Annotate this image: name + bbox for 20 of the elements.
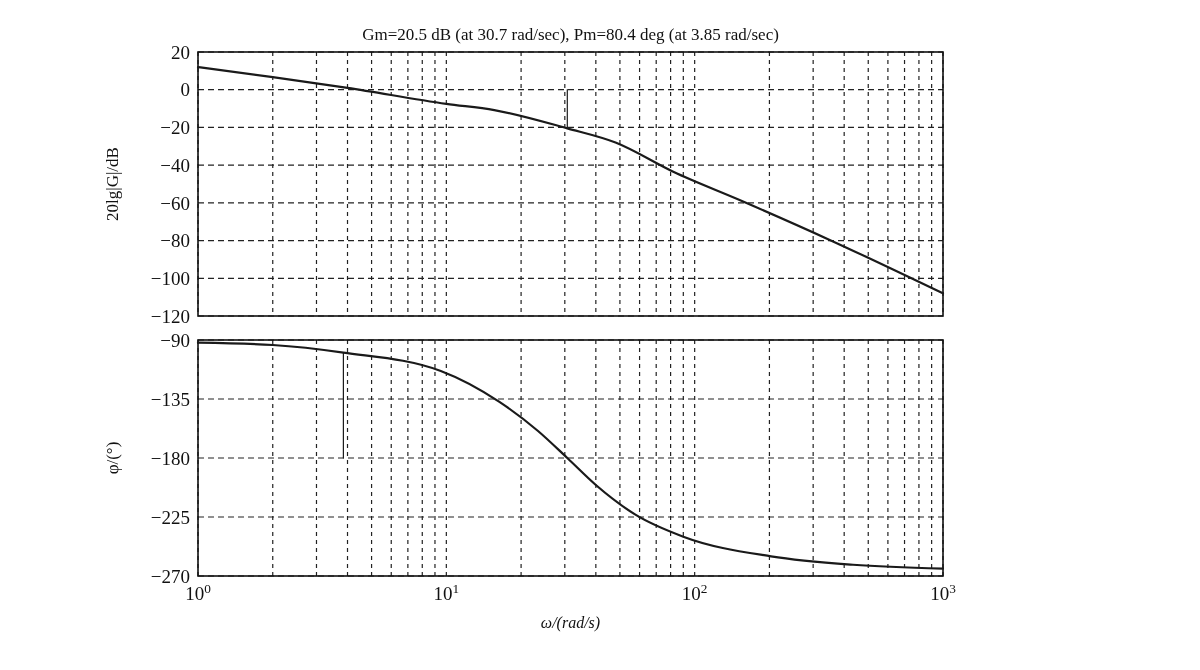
y-tick-label: −180 xyxy=(150,447,190,469)
y-tick-label: −40 xyxy=(160,154,190,176)
y-axis-title: 20lg|G|/dB xyxy=(103,147,122,221)
y-tick-label: −20 xyxy=(160,117,190,139)
x-tick-label: 10$^{2}$ xyxy=(681,580,708,604)
y-tick-label: −60 xyxy=(160,192,190,214)
y-tick-label: 20 xyxy=(171,41,190,63)
y-tick-label: 0 xyxy=(180,79,190,101)
y-tick-label: −90 xyxy=(160,329,190,351)
y-tick-label: −80 xyxy=(160,230,190,252)
x-tick-label: 10$^{1}$ xyxy=(433,580,460,604)
y-tick-label: −225 xyxy=(150,506,190,528)
x-axis-title: ω/(rad/s) xyxy=(540,614,601,632)
x-tick-label: 10$^{3}$ xyxy=(930,580,957,604)
y-tick-label: −135 xyxy=(150,388,190,410)
chart-title: Gm=20.5 dB (at 30.7 rad/sec), Pm=80.4 deg (at 3.85 rad/sec) xyxy=(362,25,779,44)
y-tick-label: −120 xyxy=(150,305,190,327)
y-tick-label: −270 xyxy=(150,565,190,587)
y-tick-label: −100 xyxy=(150,267,190,289)
y-axis-title: φ/(°) xyxy=(103,441,122,475)
